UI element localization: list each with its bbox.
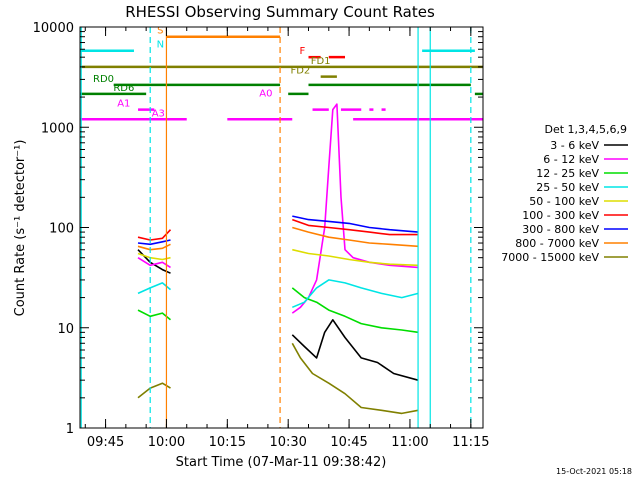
y-tick-label: 1000 [41, 121, 74, 136]
legend-label: 3 - 6 keV [550, 139, 599, 152]
plot-frame [79, 26, 484, 429]
data-layer [137, 103, 419, 415]
flag-label: S [157, 26, 163, 37]
y-tick-label: 100 [49, 222, 74, 237]
legend-label: 7000 - 15000 keV [501, 251, 599, 264]
legend-title: Det 1,3,4,5,6,9 [544, 123, 627, 136]
y-tick-label: 10000 [33, 21, 74, 36]
series-line [292, 215, 419, 233]
flag-label: RD6 [113, 83, 134, 94]
series-line [137, 252, 171, 261]
x-tick-label: 10:00 [148, 435, 185, 450]
flag-label: A3 [152, 108, 165, 119]
series-line [291, 287, 419, 334]
y-axis-label: Count Rate (s⁻¹ detector⁻¹) [13, 140, 28, 317]
x-tick-label: 10:45 [330, 435, 367, 450]
series-line [137, 282, 172, 295]
series-line [291, 103, 419, 314]
flag-label: FD1 [311, 56, 331, 67]
flag-label: FD2 [290, 66, 310, 77]
x-tick-label: 11:15 [452, 435, 489, 450]
legend-label: 6 - 12 keV [543, 153, 599, 166]
series-line [291, 318, 419, 381]
vertical-markers [80, 27, 472, 428]
flag-label: F [300, 46, 306, 57]
flag-label: N [157, 40, 164, 51]
series-line [137, 309, 172, 321]
flag-label: A0 [259, 88, 272, 99]
x-tick-label: 11:00 [391, 435, 428, 450]
series-line [292, 218, 419, 236]
y-tick-label: 10 [57, 322, 74, 337]
series-line [137, 239, 171, 246]
axes: 1 10 100 1000 10000 09:45 10:00 10:15 10:30 10:45… [33, 21, 490, 450]
series-line [291, 342, 419, 415]
series-line [291, 279, 419, 309]
x-tick-label: 09:45 [87, 435, 124, 450]
legend-label: 50 - 100 keV [529, 195, 599, 208]
x-tick-label: 10:15 [209, 435, 246, 450]
legend-label: 300 - 800 keV [522, 223, 599, 236]
legend-label: 12 - 25 keV [536, 167, 599, 180]
footer-timestamp: 15-Oct-2021 05:18 [556, 467, 632, 476]
y-tick-label: 1 [66, 422, 74, 437]
chart-title: RHESSI Observing Summary Count Rates [125, 3, 435, 21]
series-line [292, 248, 419, 267]
series-line [137, 243, 171, 251]
legend-label: 25 - 50 keV [536, 181, 599, 194]
flag-label: RD0 [93, 74, 114, 85]
series-line [292, 226, 419, 248]
legend-label: 800 - 7000 keV [515, 237, 599, 250]
legend-label: 100 - 300 keV [522, 209, 599, 222]
series-line [137, 382, 171, 399]
flag-label: A1 [117, 99, 130, 110]
series-line [137, 229, 172, 241]
x-tick-label: 10:30 [269, 435, 306, 450]
x-axis-label: Start Time (07-Mar-11 09:38:42) [176, 455, 387, 470]
